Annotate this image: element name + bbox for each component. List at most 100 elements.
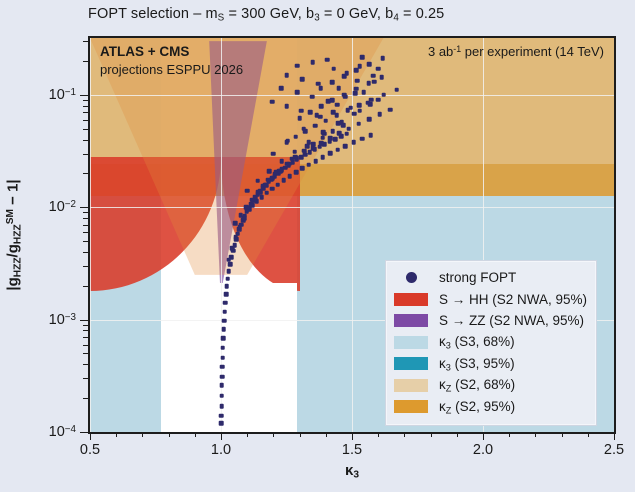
legend-label: strong FOPT <box>439 270 517 286</box>
scatter-point <box>251 198 257 204</box>
scatter-point <box>330 109 336 115</box>
scatter-point <box>238 212 243 218</box>
legend-swatch <box>394 378 428 392</box>
y-tick-minor <box>83 112 88 114</box>
scatter-point <box>306 162 312 167</box>
legend-entry: κ3 (S3, 95%) <box>394 353 587 375</box>
y-tick-minor <box>83 344 88 346</box>
scatter-layer <box>90 38 614 432</box>
scatter-point <box>281 178 286 183</box>
gridline-vertical-4 <box>614 38 615 432</box>
legend-swatch <box>394 335 428 349</box>
x-tick-minor <box>247 432 249 437</box>
experiment-sublabel: projections ESPPU 2026 <box>100 61 244 77</box>
scatter-point <box>335 147 340 152</box>
scatter-point <box>237 225 242 230</box>
gridline-horizontal-1 <box>90 319 614 321</box>
scatter-point <box>353 90 358 96</box>
scatter-point <box>219 393 225 399</box>
scatter-point <box>327 151 333 156</box>
scatter-point <box>329 79 335 85</box>
title-b3-value: = 0 GeV, <box>319 6 386 22</box>
scatter-point <box>284 72 289 78</box>
scatter-point <box>338 134 344 139</box>
scatter-point <box>241 215 247 221</box>
y-tick-minor <box>83 337 88 338</box>
scatter-point <box>357 108 363 114</box>
scatter-point <box>232 242 237 248</box>
scatter-point <box>318 103 324 109</box>
gridline-vertical-1 <box>221 38 222 432</box>
legend-label: κ3 (S3, 95%) <box>439 355 515 372</box>
scatter-point <box>221 326 226 332</box>
y-tick-minor <box>83 364 88 366</box>
legend-entry: κZ (S2, 95%) <box>394 396 587 418</box>
scatter-point <box>219 374 225 380</box>
scatter-point <box>233 234 238 240</box>
y-tick-minor <box>83 232 88 234</box>
lumi-post: per experiment (14 TeV) <box>461 44 604 59</box>
scatter-point <box>299 166 305 171</box>
scatter-point <box>257 190 263 196</box>
scatter-point <box>320 154 325 160</box>
x-tick-major-2 <box>352 432 353 440</box>
scatter-point <box>267 168 272 174</box>
scatter-point <box>226 257 232 263</box>
x-tick-label-3: 2.0 <box>472 442 494 458</box>
title-b4-symbol: b <box>385 6 394 22</box>
scatter-point <box>354 78 360 84</box>
scatter-point <box>370 73 376 78</box>
scatter-point <box>348 105 353 110</box>
scatter-point <box>294 90 300 95</box>
x-tick-minor <box>378 432 380 437</box>
scatter-point <box>381 92 386 98</box>
legend-swatch <box>394 314 428 328</box>
scatter-point <box>336 85 342 91</box>
scatter-point <box>326 98 331 104</box>
scatter-point <box>368 101 373 107</box>
scatter-point <box>380 55 385 61</box>
scatter-point <box>357 63 363 69</box>
scatter-point <box>271 151 276 156</box>
scatter-point <box>366 61 372 67</box>
y-tick-major-0 <box>80 432 88 433</box>
x-tick-minor <box>509 432 511 437</box>
y-tick-minor <box>83 139 88 141</box>
scatter-point <box>297 115 302 121</box>
y-tick-label-1: 10−3 <box>48 311 76 328</box>
x-tick-major-0 <box>90 432 91 440</box>
scatter-point <box>246 206 252 212</box>
scatter-point <box>290 160 296 165</box>
title-ms-symbol: m <box>205 6 218 22</box>
scatter-point <box>331 66 336 72</box>
scatter-point <box>221 318 227 323</box>
region-allowed-white <box>160 283 297 432</box>
scatter-point <box>334 112 339 118</box>
scatter-point <box>306 139 312 145</box>
scatter-point <box>341 73 347 79</box>
scatter-point <box>264 190 270 196</box>
scatter-point <box>330 98 335 103</box>
scatter-point <box>344 131 350 137</box>
y-tick-minor <box>83 212 88 214</box>
scatter-point <box>310 59 315 65</box>
y-tick-minor <box>83 128 88 130</box>
x-tick-label-0: 0.5 <box>79 442 101 458</box>
scatter-point <box>269 99 275 104</box>
legend-entry: S → HH (S2 NWA, 95%) <box>394 289 587 311</box>
scatter-point <box>320 135 325 140</box>
x-tick-major-4 <box>614 432 615 440</box>
scatter-point <box>317 114 323 119</box>
scatter-point <box>225 276 231 281</box>
scatter-point <box>223 291 229 297</box>
y-tick-major-2 <box>80 207 88 209</box>
scatter-point <box>315 81 321 87</box>
scatter-point <box>284 161 290 167</box>
y-tick-minor <box>83 173 88 175</box>
y-tick-major-1 <box>80 319 88 321</box>
legend-entry: strong FOPT <box>394 267 587 289</box>
scatter-point <box>327 139 333 144</box>
scatter-point <box>282 165 288 171</box>
scatter-point <box>361 89 367 95</box>
